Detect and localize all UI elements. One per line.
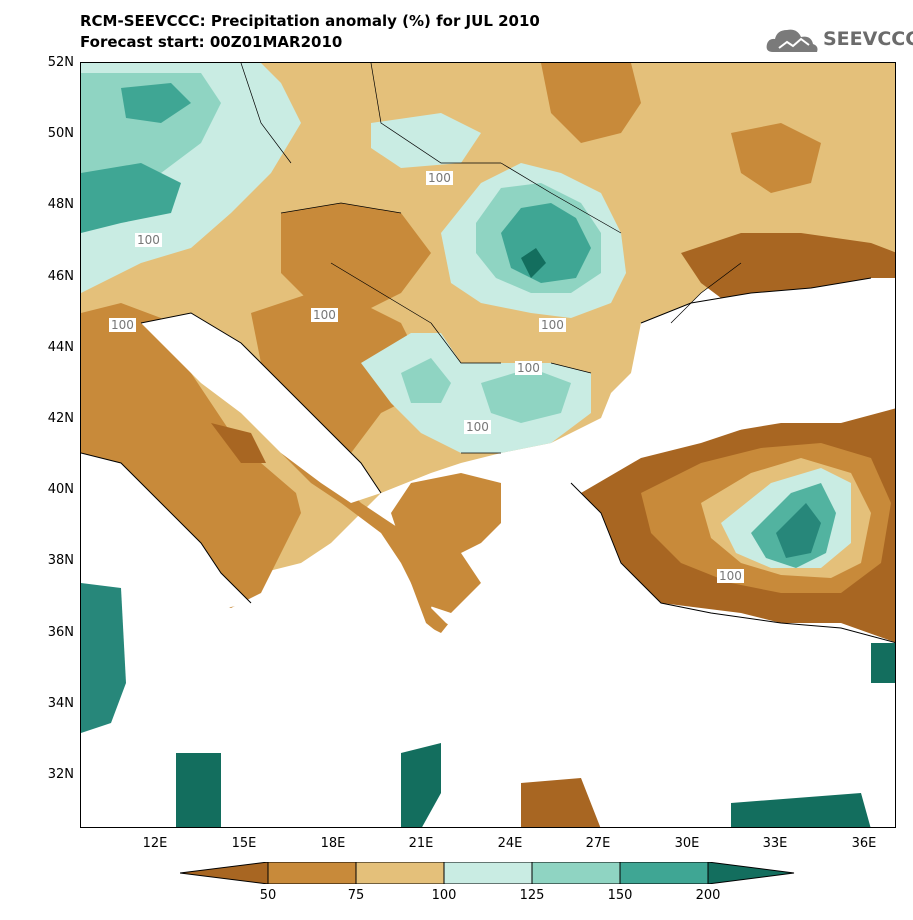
contour-label: 100 [109, 318, 136, 332]
colorbar-label-150: 150 [607, 888, 633, 903]
colorbar [179, 861, 795, 885]
cloud-icon [766, 29, 818, 52]
adriatic-sea [141, 313, 381, 503]
country-borders [240, 63, 742, 454]
colorbar-segment-6 [707, 861, 795, 885]
black-sea [631, 278, 895, 443]
lat-label-40n: 40N [47, 482, 74, 497]
land-italy-dark [211, 423, 266, 463]
contour-label: 100 [311, 308, 338, 322]
wet-central-europe-core [81, 163, 181, 233]
map-panel: 100 100 100 100 100 100 100 100 [80, 62, 896, 828]
contour-label: 100 [717, 569, 744, 583]
colorbar-segment-0 [179, 861, 269, 885]
map-title: RCM-SEEVCCC: Precipitation anomaly (%) f… [80, 12, 540, 30]
contour-label: 100 [426, 171, 453, 185]
colorbar-label-75: 75 [347, 888, 365, 903]
lat-label-38n: 38N [47, 553, 74, 568]
wet-serbia-core [401, 358, 451, 403]
lon-label-30e: 30E [674, 836, 700, 851]
land-balkans [251, 293, 481, 613]
lat-label-42n: 42N [47, 411, 74, 426]
wet-libya-west [176, 753, 221, 827]
land-greece [391, 473, 501, 643]
wet-poland [371, 113, 481, 168]
wet-libya-central [401, 743, 441, 827]
dry-ukraine [541, 63, 641, 143]
lat-label-36n: 36N [47, 625, 74, 640]
colorbar-segment-4 [531, 861, 621, 885]
lat-label-46n: 46N [47, 269, 74, 284]
dry-hungary [281, 203, 431, 313]
wet-bulgaria-core [481, 368, 571, 423]
mediterranean-sea [81, 483, 895, 793]
contour-label: 100 [464, 420, 491, 434]
precipitation-anomaly-map [81, 63, 895, 827]
coastline [81, 277, 895, 643]
wet-anatolia-center [776, 503, 821, 558]
colorbar-label-100: 100 [431, 888, 457, 903]
forecast-start-label: Forecast start: 00Z01MAR2010 [80, 33, 343, 51]
lon-label-24e: 24E [497, 836, 523, 851]
tyrrhenian-sea [81, 453, 251, 613]
colorbar-segment-3 [443, 861, 533, 885]
wet-egypt [731, 793, 871, 827]
colorbar-label-125: 125 [519, 888, 545, 903]
lat-label-50n: 50N [47, 126, 74, 141]
lat-label-34n: 34N [47, 696, 74, 711]
lon-label-33e: 33E [762, 836, 788, 851]
colorbar-label-50: 50 [259, 888, 277, 903]
wet-germany-core [121, 83, 191, 123]
dry-libya-east [521, 778, 601, 827]
lat-label-44n: 44N [47, 340, 74, 355]
lon-label-27e: 27E [585, 836, 611, 851]
lon-label-18e: 18E [320, 836, 346, 851]
lat-label-52n: 52N [47, 55, 74, 70]
logo-text: SEEVCCC [823, 28, 913, 50]
lon-label-12e: 12E [142, 836, 168, 851]
wet-tunisia [81, 583, 126, 733]
land-north [81, 63, 895, 593]
lon-label-36e: 36E [851, 836, 877, 851]
contour-label: 100 [515, 361, 542, 375]
contour-label: 100 [135, 233, 162, 247]
lon-label-15e: 15E [231, 836, 257, 851]
colorbar-segment-1 [267, 861, 357, 885]
lat-label-32n: 32N [47, 767, 74, 782]
colorbar-segment-5 [619, 861, 709, 885]
lat-label-48n: 48N [47, 197, 74, 212]
contour-label: 100 [539, 318, 566, 332]
colorbar-segment-2 [355, 861, 445, 885]
wet-romania-center [521, 248, 546, 278]
wet-levant [871, 643, 895, 683]
seevccc-logo: SEEVCCC [765, 22, 913, 58]
dry-east [731, 123, 821, 193]
colorbar-label-200: 200 [695, 888, 721, 903]
lon-label-21e: 21E [408, 836, 434, 851]
